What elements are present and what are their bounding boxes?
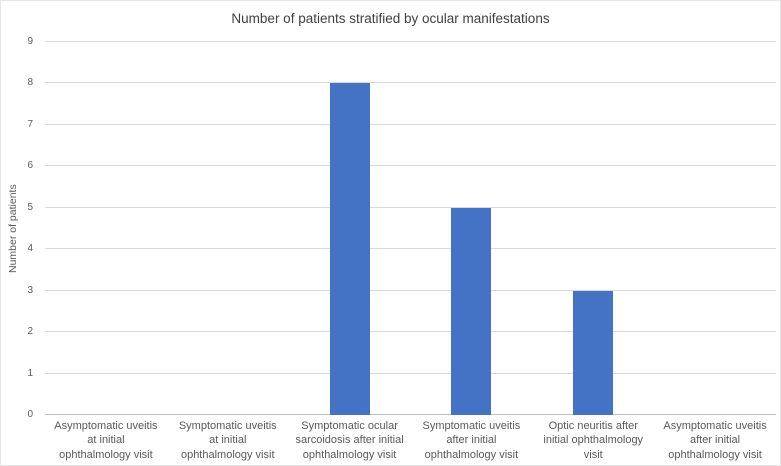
y-tick-label: 8 — [27, 77, 33, 89]
bar-slot — [45, 42, 167, 415]
y-axis-ticks: 0 1 2 3 4 5 6 7 8 9 — [1, 37, 39, 420]
y-tick-label: 4 — [27, 243, 33, 255]
gridline — [45, 165, 776, 167]
x-category-label: Symptomatic uveitis at initial ophthalmo… — [178, 420, 277, 461]
y-tick-label: 6 — [27, 160, 33, 172]
x-axis-line — [45, 414, 776, 415]
y-tick-label: 5 — [27, 201, 33, 213]
bar-slot — [654, 42, 776, 415]
plot-area — [45, 41, 776, 415]
gridline — [45, 248, 776, 250]
bar-slot — [289, 42, 411, 415]
x-category-label: Asymptomatic uveitis after initial ophth… — [663, 420, 767, 461]
bar-slot — [532, 42, 654, 415]
x-category-label: Asymptomatic uveitis at initial ophthalm… — [54, 420, 158, 461]
gridline — [45, 41, 776, 42]
x-category-label: Symptomatic uveitis after initial ophtha… — [422, 420, 521, 461]
chart-title: Number of patients stratified by ocular … — [231, 11, 550, 26]
x-category-label: Optic neuritis after initial ophthalmolo… — [543, 420, 644, 461]
bar-slot — [167, 42, 289, 415]
y-tick-label: 0 — [27, 409, 33, 420]
gridline — [45, 82, 776, 84]
gridline — [45, 123, 776, 125]
bar-slot — [410, 42, 532, 415]
y-tick-label: 9 — [27, 36, 33, 47]
y-tick-label: 2 — [27, 326, 33, 338]
bar-series — [45, 42, 776, 415]
x-category-label: Symptomatic ocular sarcoidosis after ini… — [295, 420, 404, 461]
y-tick-label: 1 — [27, 367, 33, 379]
bar — [451, 207, 492, 415]
gridline — [45, 331, 776, 333]
x-axis-labels: Asymptomatic uveitis at initial ophthalm… — [45, 419, 776, 462]
gridline — [45, 372, 776, 374]
bar — [573, 290, 614, 415]
gridline — [45, 289, 776, 291]
y-tick-label: 7 — [27, 118, 33, 130]
gridline — [45, 206, 776, 208]
y-tick-label: 3 — [27, 284, 33, 296]
bar — [329, 83, 370, 415]
